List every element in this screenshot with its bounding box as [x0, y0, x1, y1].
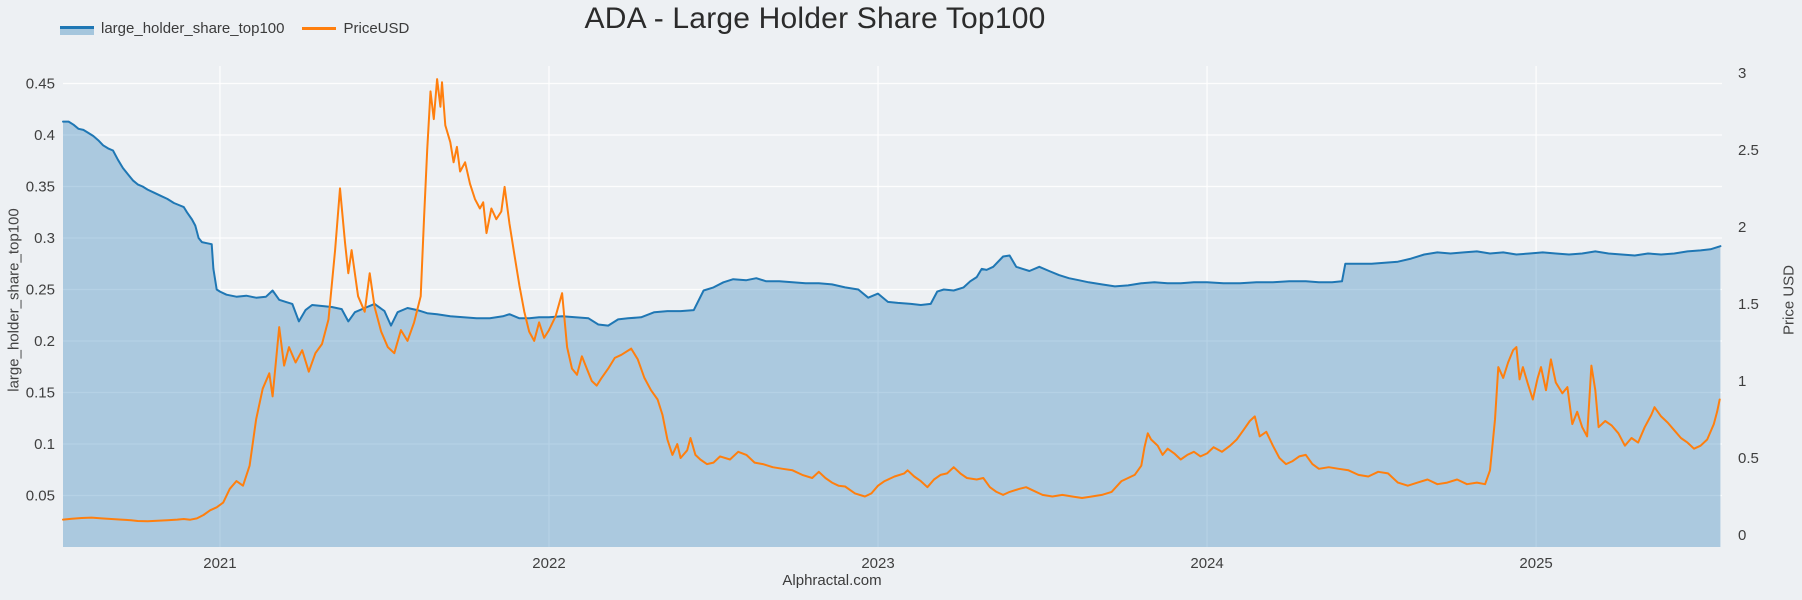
y-left-tick-label: 0.1 [34, 436, 55, 453]
legend-item-large-holder-share[interactable]: large_holder_share_top100 [60, 20, 284, 37]
legend: large_holder_share_top100 PriceUSD [60, 20, 409, 37]
y-left-tick-label: 0.2 [34, 333, 55, 350]
y-right-tick-label: 2.5 [1738, 142, 1759, 159]
line-series-swatch-icon [302, 27, 337, 30]
y-axis-title-left: large_holder_share_top100 [5, 208, 23, 392]
y-left-tick-label: 0.05 [26, 488, 55, 505]
x-tick-label: 2022 [532, 555, 565, 572]
area-series-swatch-icon [60, 23, 94, 35]
y-right-tick-label: 1 [1738, 373, 1746, 390]
y-axis-title-right: Price USD [1780, 264, 1798, 336]
y-left-tick-label: 0.45 [26, 76, 55, 93]
watermark-footer: Alphractal.com [782, 572, 882, 589]
y-right-tick-label: 3 [1738, 65, 1746, 82]
series-line-large_holder_share_top100 [62, 120, 1722, 327]
y-left-tick-label: 0.35 [26, 179, 55, 196]
y-right-tick-label: 0 [1738, 527, 1746, 544]
y-left-tick-label: 0.25 [26, 282, 55, 299]
legend-item-priceusd[interactable]: PriceUSD [302, 20, 409, 37]
series-line-PriceUSD [62, 78, 1721, 523]
area-fill-large_holder_share_top100 [63, 121, 1721, 547]
legend-label-large-holder-share: large_holder_share_top100 [101, 20, 285, 37]
x-tick-label: 2023 [861, 555, 894, 572]
y-left-tick-label: 0.3 [34, 230, 55, 247]
x-tick-label: 2024 [1190, 555, 1223, 572]
legend-label-priceusd: PriceUSD [343, 20, 410, 37]
y-right-tick-label: 0.5 [1738, 450, 1759, 467]
y-left-tick-label: 0.4 [34, 127, 55, 144]
y-left-tick-label: 0.15 [26, 385, 55, 402]
x-tick-label: 2025 [1519, 555, 1552, 572]
y-right-tick-label: 1.5 [1738, 296, 1759, 313]
x-tick-label: 2021 [203, 555, 236, 572]
chart-title: ADA - Large Holder Share Top100 [584, 2, 1046, 35]
y-right-tick-label: 2 [1738, 219, 1746, 236]
